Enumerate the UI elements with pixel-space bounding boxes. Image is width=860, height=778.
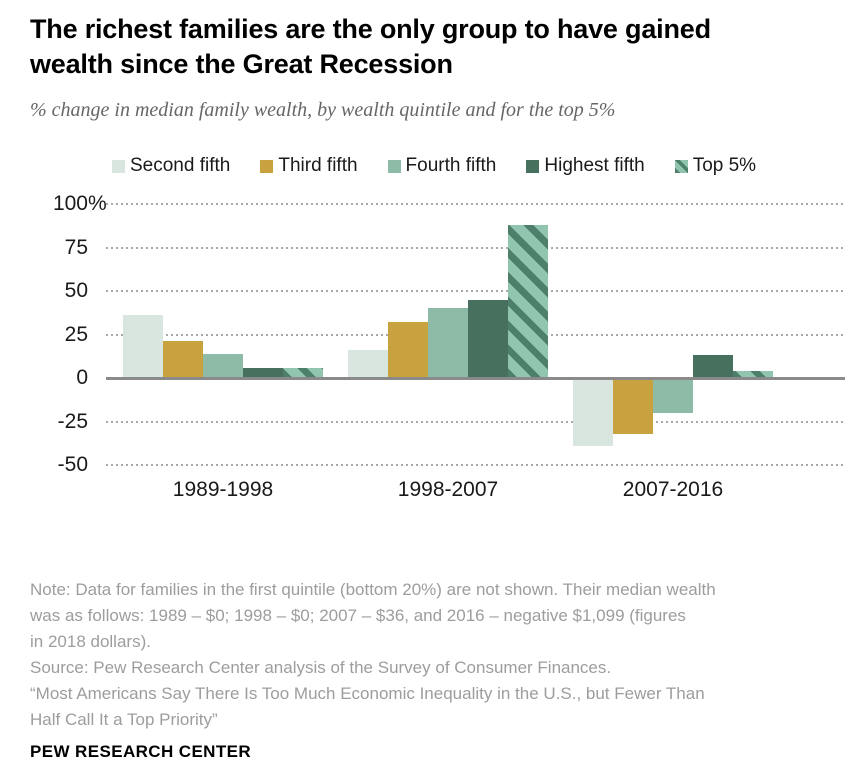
bar-highest-fifth-1989-1998 xyxy=(243,367,283,378)
page-title: The richest families are the only group … xyxy=(30,12,711,82)
bar-second-fifth-2007-2016 xyxy=(573,378,613,446)
title-line-2: wealth since the Great Recession xyxy=(30,49,453,79)
note-line: “Most Americans Say There Is Too Much Ec… xyxy=(30,684,705,703)
legend-label: Top 5% xyxy=(692,155,757,176)
gridline-75 xyxy=(106,246,845,249)
gridline-50 xyxy=(106,290,845,292)
legend-item-fourth-fifth: Fourth fifth xyxy=(387,155,497,177)
chart-legend: Second fifth Third fifth Fourth fifth Highe… xyxy=(112,155,756,177)
legend-swatch-fourth-fifth xyxy=(387,159,401,173)
x-axis-label-1989-1998: 1989-1998 xyxy=(172,478,274,501)
legend-swatch-top-5 xyxy=(674,159,688,173)
bar-top-5-1998-2007 xyxy=(508,224,548,378)
y-axis-tick-label: -50 xyxy=(57,453,88,476)
bar-second-fifth-1998-2007 xyxy=(348,350,388,378)
x-axis-label-1998-2007: 1998-2007 xyxy=(397,478,499,501)
legend-item-second-fifth: Second fifth xyxy=(112,155,230,177)
note-line: Note: Data for families in the first qui… xyxy=(30,580,716,599)
y-axis-tick-label: 0 xyxy=(76,366,88,389)
bar-fourth-fifth-1989-1998 xyxy=(203,353,243,378)
note-line: Source: Pew Research Center analysis of … xyxy=(30,658,612,677)
legend-swatch-highest-fifth xyxy=(526,159,540,173)
legend-label: Fourth fifth xyxy=(405,155,497,176)
bar-third-fifth-1998-2007 xyxy=(388,322,428,378)
legend-swatch-second-fifth xyxy=(112,159,125,173)
y-axis-tick-label: 25 xyxy=(64,322,88,346)
bar-fourth-fifth-2007-2016 xyxy=(653,378,693,413)
bar-third-fifth-1989-1998 xyxy=(163,341,203,378)
bar-top-5-1989-1998 xyxy=(283,367,323,378)
gridline--25 xyxy=(106,420,845,423)
bar-fourth-fifth-1998-2007 xyxy=(428,308,468,378)
bar-highest-fifth-1998-2007 xyxy=(468,299,508,378)
gridline--50 xyxy=(106,464,845,466)
y-axis-tick-label: 75 xyxy=(64,235,88,259)
title-line-1: The richest families are the only group … xyxy=(30,14,711,44)
y-axis-tick-label: 100 xyxy=(52,192,88,215)
legend-swatch-third-fifth xyxy=(260,159,274,173)
legend-label: Second fifth xyxy=(130,155,231,176)
bar-second-fifth-1989-1998 xyxy=(123,315,163,378)
y-axis-percent-sign: % xyxy=(88,192,107,215)
legend-item-top-5: Top 5% xyxy=(674,155,757,177)
note-line: Half Call It a Top Priority” xyxy=(30,710,218,729)
bar-top-5-2007-2016 xyxy=(733,371,773,378)
footer-notes: Note: Data for families in the first qui… xyxy=(30,577,716,733)
note-line: was as follows: 1989 – $0; 1998 – $0; 20… xyxy=(30,606,686,625)
legend-label: Third fifth xyxy=(278,155,358,176)
bar-highest-fifth-2007-2016 xyxy=(693,355,733,378)
legend-label: Highest fifth xyxy=(544,155,645,176)
y-axis-tick-label: -25 xyxy=(57,409,88,433)
legend-item-third-fifth: Third fifth xyxy=(260,155,358,177)
x-axis-label-2007-2016: 2007-2016 xyxy=(622,478,724,501)
note-line: in 2018 dollars). xyxy=(30,632,151,651)
legend-item-highest-fifth: Highest fifth xyxy=(526,155,645,177)
bar-third-fifth-2007-2016 xyxy=(613,378,653,434)
pew-research-center-brand: PEW RESEARCH CENTER xyxy=(30,742,252,761)
y-axis-tick-label: 50 xyxy=(64,279,88,302)
gridline-100 xyxy=(106,203,845,205)
chart-subtitle: % change in median family wealth, by wea… xyxy=(30,99,616,121)
zero-axis-line xyxy=(106,376,845,380)
